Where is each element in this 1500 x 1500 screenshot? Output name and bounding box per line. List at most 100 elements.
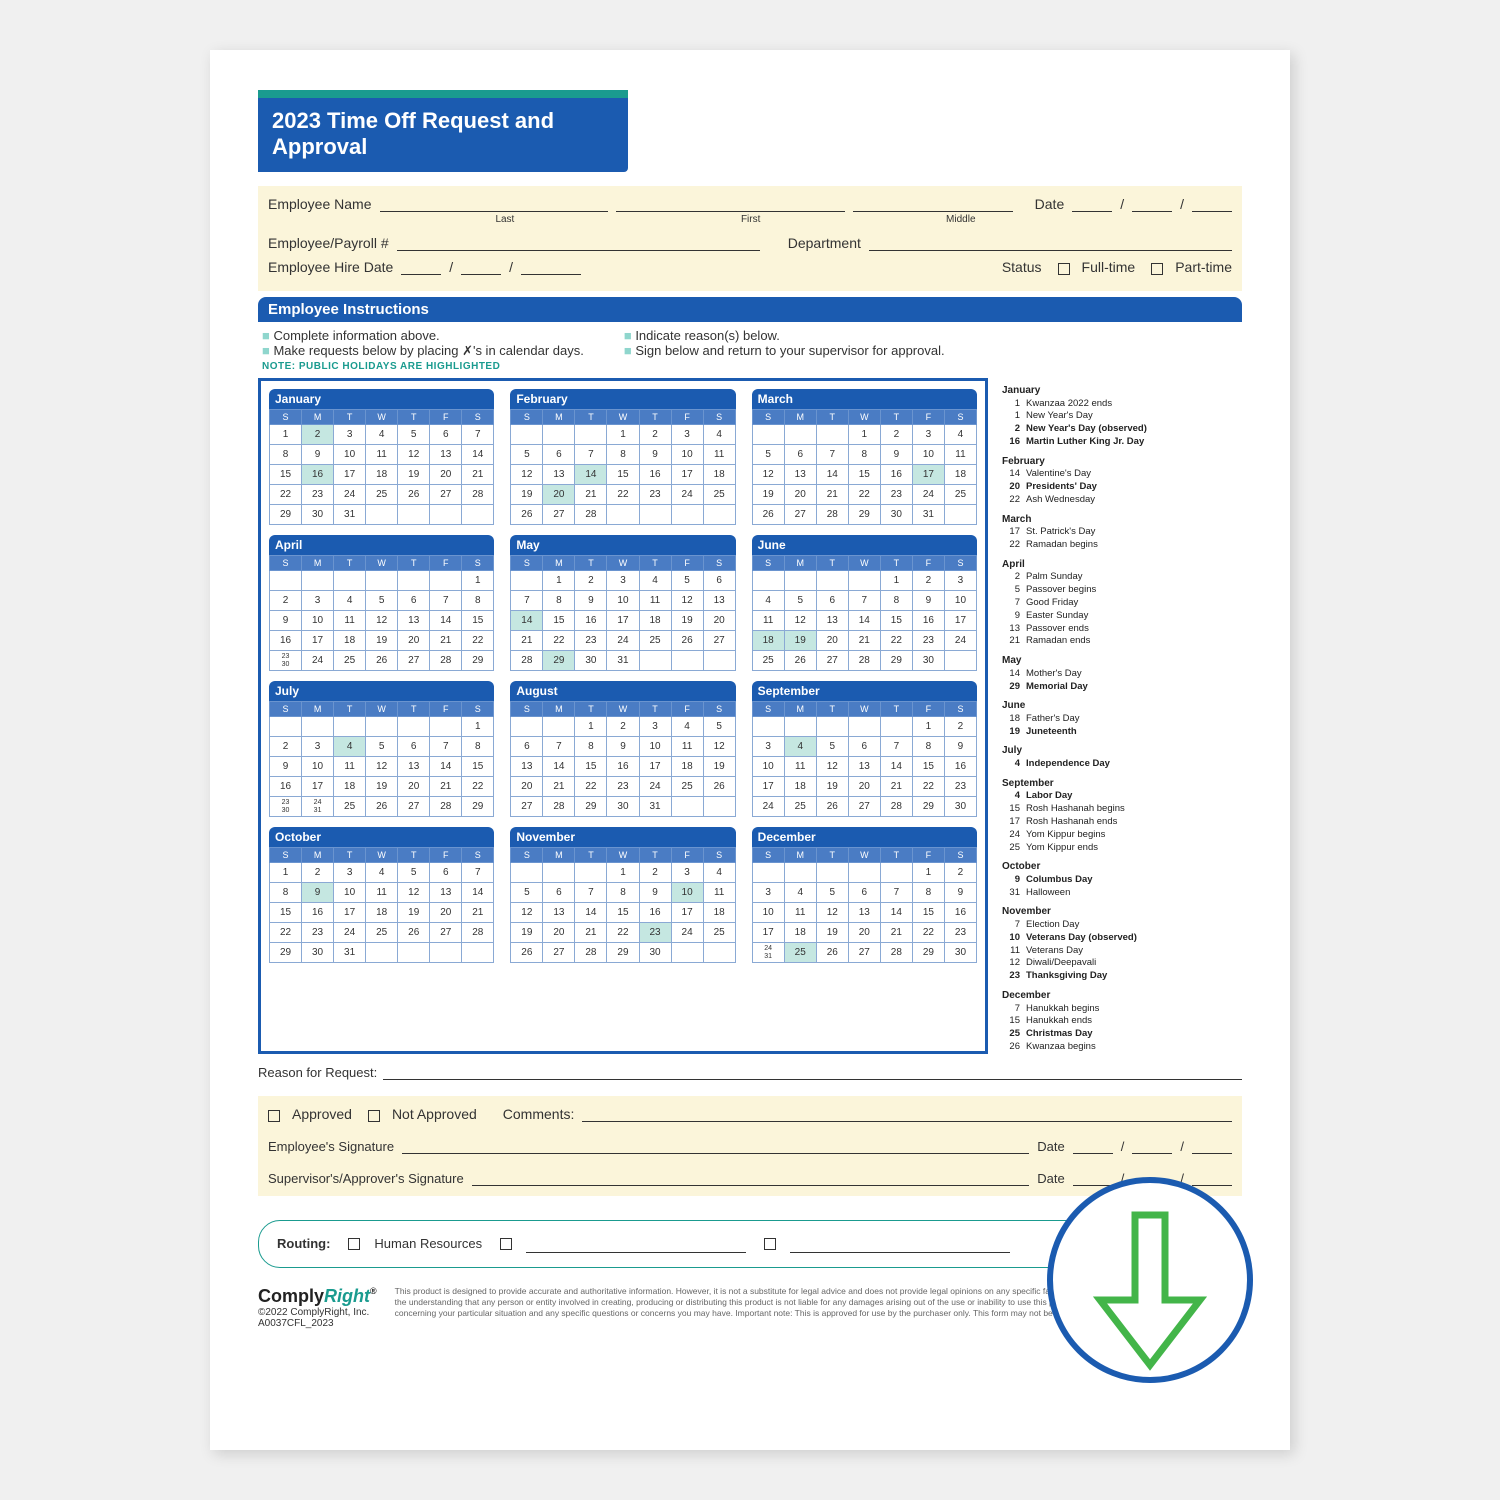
calendar-day[interactable]: 21 [430, 777, 462, 797]
calendar-day[interactable] [366, 943, 398, 963]
calendar-day[interactable] [752, 425, 784, 445]
calendar-day[interactable]: 8 [270, 883, 302, 903]
calendar-day[interactable]: 9 [639, 883, 671, 903]
calendar-day[interactable]: 8 [462, 591, 494, 611]
calendar-day[interactable]: 11 [639, 591, 671, 611]
calendar-day[interactable] [880, 717, 912, 737]
calendar-day[interactable] [816, 717, 848, 737]
calendar-day[interactable]: 15 [607, 903, 639, 923]
field-sigdate1-y[interactable] [1192, 1136, 1232, 1154]
calendar-day[interactable]: 22 [880, 631, 912, 651]
calendar-day[interactable]: 21 [511, 631, 543, 651]
calendar-day[interactable] [270, 717, 302, 737]
calendar-day[interactable]: 12 [784, 611, 816, 631]
calendar-day[interactable]: 30 [639, 943, 671, 963]
calendar-day[interactable]: 21 [880, 777, 912, 797]
calendar-day[interactable]: 6 [543, 445, 575, 465]
calendar-day[interactable]: 9 [270, 611, 302, 631]
calendar-day[interactable]: 6 [703, 571, 735, 591]
field-last[interactable] [380, 194, 609, 212]
calendar-day[interactable]: 6 [543, 883, 575, 903]
calendar-day[interactable]: 18 [944, 465, 976, 485]
calendar-day[interactable]: 30 [912, 651, 944, 671]
calendar-day[interactable] [462, 943, 494, 963]
calendar-day[interactable]: 7 [880, 737, 912, 757]
calendar-day[interactable]: 7 [575, 445, 607, 465]
calendar-day[interactable] [398, 717, 430, 737]
calendar-day[interactable]: 18 [671, 757, 703, 777]
calendar-day[interactable]: 2 [639, 863, 671, 883]
calendar-day[interactable]: 24 [334, 485, 366, 505]
calendar-day[interactable]: 22 [462, 777, 494, 797]
calendar-day[interactable]: 18 [703, 903, 735, 923]
calendar-day[interactable]: 10 [752, 757, 784, 777]
calendar-day[interactable]: 17 [912, 465, 944, 485]
calendar-day[interactable]: 8 [607, 445, 639, 465]
calendar-day[interactable]: 26 [816, 797, 848, 817]
calendar-day[interactable]: 31 [334, 943, 366, 963]
calendar-day[interactable]: 11 [334, 757, 366, 777]
calendar-day[interactable]: 19 [816, 923, 848, 943]
calendar-day[interactable]: 25 [639, 631, 671, 651]
calendar-day[interactable] [543, 863, 575, 883]
calendar-day[interactable]: 13 [543, 903, 575, 923]
calendar-day[interactable]: 5 [703, 717, 735, 737]
field-route2[interactable] [526, 1235, 746, 1253]
calendar-day[interactable]: 2 [944, 717, 976, 737]
calendar-day[interactable]: 15 [912, 903, 944, 923]
calendar-day[interactable]: 13 [848, 757, 880, 777]
calendar-day[interactable]: 12 [671, 591, 703, 611]
calendar-day[interactable] [334, 717, 366, 737]
calendar-day[interactable] [511, 571, 543, 591]
calendar-day[interactable]: 7 [575, 883, 607, 903]
calendar-day[interactable]: 16 [944, 757, 976, 777]
calendar-day[interactable] [703, 505, 735, 525]
calendar-day[interactable]: 6 [430, 425, 462, 445]
calendar-day[interactable]: 5 [752, 445, 784, 465]
calendar-day[interactable] [430, 505, 462, 525]
calendar-day[interactable]: 12 [703, 737, 735, 757]
calendar-day[interactable]: 8 [848, 445, 880, 465]
calendar-day[interactable]: 30 [944, 797, 976, 817]
calendar-day[interactable]: 9 [880, 445, 912, 465]
calendar-day[interactable]: 27 [703, 631, 735, 651]
calendar-day[interactable]: 26 [511, 505, 543, 525]
calendar-day[interactable]: 2 [302, 425, 334, 445]
calendar-day[interactable] [462, 505, 494, 525]
calendar-day[interactable]: 16 [270, 631, 302, 651]
calendar-day[interactable] [543, 717, 575, 737]
calendar-day[interactable]: 28 [511, 651, 543, 671]
calendar-day[interactable]: 1 [270, 425, 302, 445]
calendar-day[interactable]: 2431 [752, 943, 784, 963]
calendar-day[interactable]: 29 [543, 651, 575, 671]
calendar-day[interactable] [752, 571, 784, 591]
calendar-day[interactable]: 10 [302, 611, 334, 631]
calendar-day[interactable]: 22 [270, 923, 302, 943]
calendar-day[interactable]: 15 [848, 465, 880, 485]
calendar-day[interactable]: 2431 [302, 797, 334, 817]
calendar-day[interactable]: 9 [639, 445, 671, 465]
calendar-day[interactable]: 18 [334, 777, 366, 797]
field-hire-y[interactable] [521, 257, 581, 275]
calendar-day[interactable]: 14 [430, 611, 462, 631]
checkbox-not-approved[interactable] [368, 1110, 380, 1122]
calendar-day[interactable]: 27 [543, 505, 575, 525]
calendar-day[interactable] [511, 717, 543, 737]
calendar-day[interactable]: 23 [639, 485, 671, 505]
calendar-day[interactable]: 13 [511, 757, 543, 777]
calendar-day[interactable]: 4 [639, 571, 671, 591]
calendar-day[interactable]: 20 [784, 485, 816, 505]
calendar-day[interactable]: 7 [816, 445, 848, 465]
calendar-day[interactable]: 24 [334, 923, 366, 943]
calendar-day[interactable]: 6 [848, 883, 880, 903]
calendar-day[interactable]: 1 [270, 863, 302, 883]
calendar-day[interactable]: 28 [880, 797, 912, 817]
calendar-day[interactable]: 26 [366, 651, 398, 671]
calendar-day[interactable] [575, 863, 607, 883]
calendar-day[interactable]: 23 [912, 631, 944, 651]
calendar-day[interactable]: 4 [671, 717, 703, 737]
calendar-day[interactable]: 3 [752, 737, 784, 757]
calendar-day[interactable] [880, 863, 912, 883]
field-hire-m[interactable] [401, 257, 441, 275]
calendar-day[interactable]: 6 [511, 737, 543, 757]
